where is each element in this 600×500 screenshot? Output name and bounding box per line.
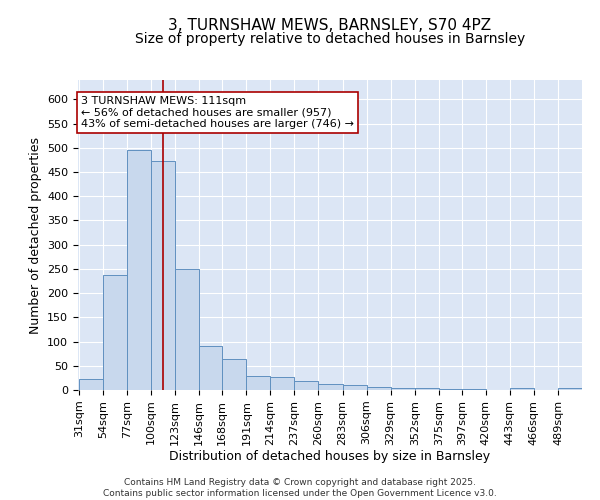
Bar: [79, 379, 103, 390]
Bar: [319, 384, 343, 390]
Bar: [462, 389, 486, 390]
Bar: [175, 269, 199, 390]
Bar: [247, 376, 271, 390]
Bar: [127, 150, 151, 390]
Text: Contains HM Land Registry data © Crown copyright and database right 2025.
Contai: Contains HM Land Registry data © Crown c…: [103, 478, 497, 498]
Bar: [271, 377, 295, 390]
Bar: [103, 274, 127, 390]
Bar: [391, 388, 415, 390]
Text: Size of property relative to detached houses in Barnsley: Size of property relative to detached ho…: [135, 32, 525, 46]
Bar: [343, 385, 367, 390]
Bar: [439, 388, 462, 390]
Bar: [415, 388, 439, 390]
Bar: [222, 360, 247, 390]
Bar: [295, 382, 319, 390]
Text: 3, TURNSHAW MEWS, BARNSLEY, S70 4PZ: 3, TURNSHAW MEWS, BARNSLEY, S70 4PZ: [169, 18, 491, 32]
Bar: [558, 388, 582, 390]
Bar: [510, 388, 534, 390]
Bar: [199, 346, 222, 390]
X-axis label: Distribution of detached houses by size in Barnsley: Distribution of detached houses by size …: [169, 450, 491, 464]
Bar: [367, 386, 391, 390]
Bar: [151, 162, 175, 390]
Text: 3 TURNSHAW MEWS: 111sqm
← 56% of detached houses are smaller (957)
43% of semi-d: 3 TURNSHAW MEWS: 111sqm ← 56% of detache…: [81, 96, 354, 128]
Y-axis label: Number of detached properties: Number of detached properties: [29, 136, 41, 334]
